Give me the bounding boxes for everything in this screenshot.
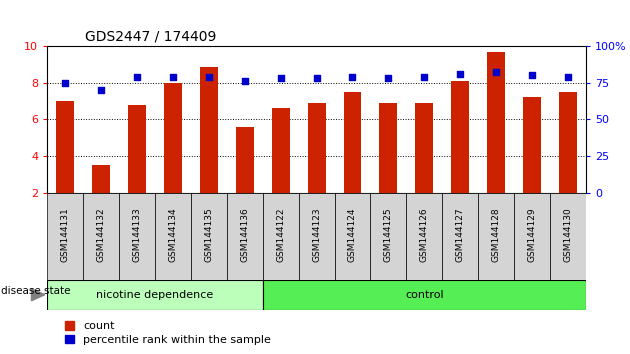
Point [563,74,573,80]
Point [275,75,285,81]
Text: nicotine dependence: nicotine dependence [96,290,214,300]
Text: GSM144130: GSM144130 [563,207,573,262]
Text: GSM144127: GSM144127 [455,207,465,262]
Text: GSM144123: GSM144123 [312,207,321,262]
Bar [415,103,433,193]
Point [491,70,501,75]
FancyBboxPatch shape [83,193,119,280]
Text: GDS2447 / 174409: GDS2447 / 174409 [85,29,216,44]
FancyBboxPatch shape [406,193,442,280]
Bar [559,92,577,193]
Point [527,73,537,78]
Bar [451,81,469,193]
Text: GSM144135: GSM144135 [204,207,214,262]
Bar [92,165,110,193]
FancyBboxPatch shape [119,193,155,280]
Point [311,75,321,81]
Polygon shape [32,289,45,301]
Point [168,74,178,80]
Bar [236,127,254,193]
Text: GSM144133: GSM144133 [132,207,142,262]
Point [419,74,429,80]
FancyBboxPatch shape [335,193,370,280]
Text: control: control [405,290,444,300]
FancyBboxPatch shape [299,193,335,280]
Text: GSM144125: GSM144125 [384,207,393,262]
Bar [523,97,541,193]
FancyBboxPatch shape [155,193,191,280]
FancyBboxPatch shape [514,193,550,280]
Bar [487,52,505,193]
FancyBboxPatch shape [370,193,406,280]
FancyBboxPatch shape [47,280,263,310]
Legend: count, percentile rank within the sample: count, percentile rank within the sample [66,321,271,345]
FancyBboxPatch shape [550,193,586,280]
Point [60,80,70,86]
Point [239,79,249,84]
Text: GSM144124: GSM144124 [348,207,357,262]
Text: GSM144126: GSM144126 [420,207,429,262]
Text: disease state: disease state [1,286,71,296]
Point [203,74,214,80]
Point [455,71,465,77]
Bar [272,108,290,193]
Point [132,74,142,80]
Text: GSM144134: GSM144134 [168,207,178,262]
Bar [56,101,74,193]
Point [347,74,357,80]
FancyBboxPatch shape [263,280,586,310]
FancyBboxPatch shape [478,193,514,280]
FancyBboxPatch shape [442,193,478,280]
Point [96,87,106,93]
Bar [379,103,398,193]
Point [383,75,393,81]
Bar [128,105,146,193]
FancyBboxPatch shape [263,193,299,280]
Bar [307,103,326,193]
Bar [343,92,362,193]
Bar [164,83,182,193]
Bar [200,67,218,193]
FancyBboxPatch shape [227,193,263,280]
Text: GSM144122: GSM144122 [276,207,285,262]
Text: GSM144136: GSM144136 [240,207,249,262]
FancyBboxPatch shape [47,193,83,280]
Text: GSM144128: GSM144128 [491,207,501,262]
Text: GSM144131: GSM144131 [60,207,70,262]
Text: GSM144129: GSM144129 [527,207,537,262]
FancyBboxPatch shape [191,193,227,280]
Text: GSM144132: GSM144132 [96,207,106,262]
